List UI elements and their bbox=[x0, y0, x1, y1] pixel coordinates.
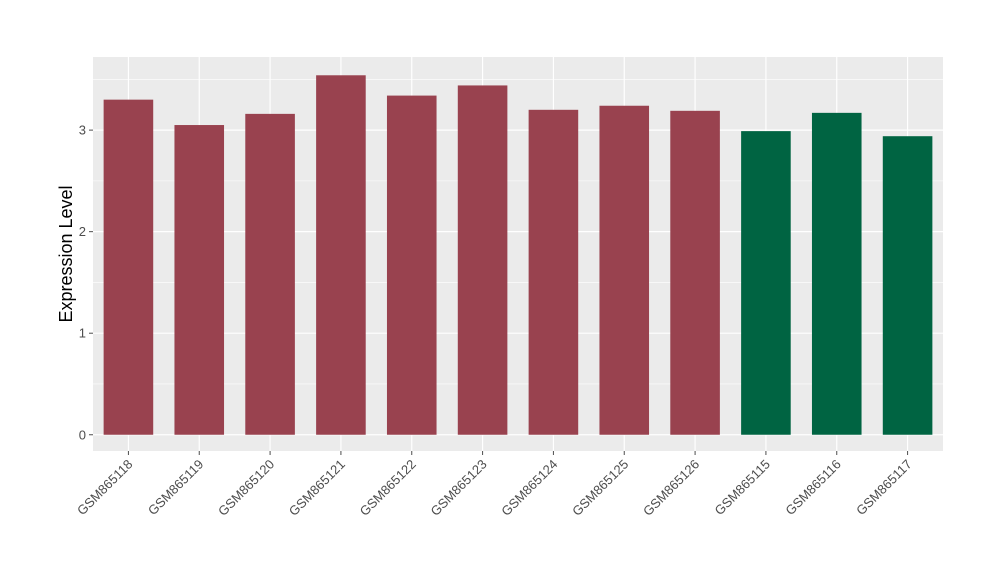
bar-GSM865125 bbox=[599, 105, 650, 435]
bar-GSM865118 bbox=[103, 99, 154, 435]
x-tick-label: GSM865118 bbox=[74, 457, 136, 519]
bar-GSM865122 bbox=[386, 95, 437, 435]
bar-GSM865116 bbox=[811, 112, 862, 435]
bar-GSM865115 bbox=[741, 131, 791, 435]
bar-GSM865120 bbox=[245, 113, 295, 435]
x-tick-label: GSM865125 bbox=[569, 457, 631, 519]
minor-gridlines bbox=[93, 79, 943, 385]
x-tick-label: GSM865122 bbox=[357, 457, 419, 519]
x-tick-label: GSM865121 bbox=[286, 457, 348, 519]
bar-GSM865119 bbox=[174, 125, 225, 435]
x-axis: GSM865118 GSM865119 GSM865120 GSM865121 GSM8… bbox=[74, 451, 915, 519]
y-tick-label: 1 bbox=[79, 326, 86, 341]
x-tick-label: GSM865116 bbox=[782, 457, 844, 519]
y-tick-label: 3 bbox=[79, 123, 86, 138]
x-tick-label: GSM865117 bbox=[853, 457, 915, 519]
y-axis: 0 1 2 3 bbox=[79, 123, 93, 442]
y-axis-title: Expression Level bbox=[56, 185, 76, 322]
x-tick-label: GSM865123 bbox=[427, 457, 489, 519]
bar-GSM865126 bbox=[670, 110, 720, 435]
bar-GSM865117 bbox=[882, 136, 933, 435]
bars bbox=[103, 75, 933, 435]
bar-GSM865123 bbox=[457, 85, 508, 435]
y-tick-label: 2 bbox=[79, 224, 86, 239]
bar-GSM865121 bbox=[316, 75, 366, 435]
plot-panel bbox=[93, 57, 943, 451]
y-tick-label: 0 bbox=[79, 427, 86, 442]
bar-GSM865124 bbox=[528, 109, 579, 435]
x-tick-label: GSM865119 bbox=[145, 457, 207, 519]
x-tick-label: GSM865120 bbox=[215, 457, 277, 519]
x-tick-label: GSM865124 bbox=[498, 457, 560, 519]
x-tick-label: GSM865115 bbox=[711, 457, 773, 519]
x-tick-label: GSM865126 bbox=[640, 457, 702, 519]
